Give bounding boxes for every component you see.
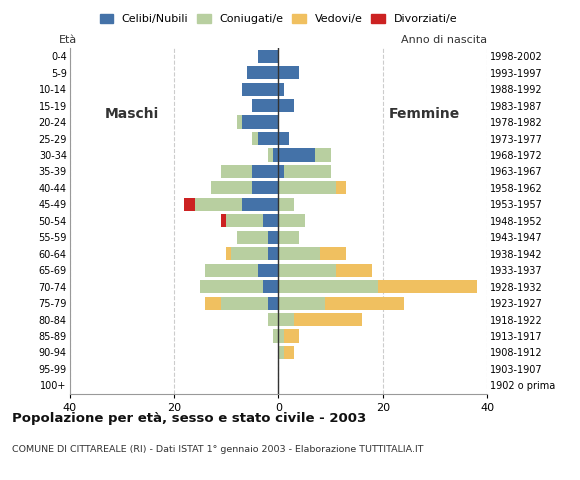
Bar (284, 165, 331, 178)
Text: Anno di nascita: Anno di nascita (401, 35, 487, 45)
Bar (237, 116, 242, 129)
Bar (278, 329, 284, 343)
Text: Età: Età (59, 35, 77, 45)
Bar (252, 99, 278, 112)
Bar (221, 165, 252, 178)
Bar (336, 264, 372, 277)
Text: Femmine: Femmine (389, 107, 460, 121)
Bar (273, 329, 278, 343)
Bar (278, 280, 378, 293)
Bar (378, 280, 477, 293)
Bar (268, 313, 278, 326)
Bar (325, 297, 404, 310)
Bar (237, 231, 268, 244)
Bar (315, 148, 331, 162)
Bar (278, 264, 336, 277)
Text: Popolazione per età, sesso e stato civile - 2003: Popolazione per età, sesso e stato civil… (12, 412, 366, 425)
Bar (278, 313, 294, 326)
Bar (294, 313, 362, 326)
Bar (268, 297, 278, 310)
Bar (263, 280, 278, 293)
Bar (184, 198, 195, 211)
Bar (278, 83, 284, 96)
Bar (242, 116, 278, 129)
Bar (242, 83, 278, 96)
Bar (278, 297, 325, 310)
Bar (221, 214, 226, 228)
Bar (226, 214, 263, 228)
Bar (226, 247, 231, 260)
Bar (284, 346, 294, 359)
Legend: Celibi/Nubili, Coniugati/e, Vedovi/e, Divorziati/e: Celibi/Nubili, Coniugati/e, Vedovi/e, Di… (100, 14, 457, 24)
Bar (200, 280, 263, 293)
Bar (336, 181, 346, 194)
Bar (258, 132, 278, 145)
Bar (263, 214, 278, 228)
Bar (278, 346, 284, 359)
Bar (278, 148, 315, 162)
Bar (278, 66, 299, 79)
Bar (278, 198, 294, 211)
Text: COMUNE DI CITTAREALE (RI) - Dati ISTAT 1° gennaio 2003 - Elaborazione TUTTITALIA: COMUNE DI CITTAREALE (RI) - Dati ISTAT 1… (12, 444, 423, 454)
Bar (252, 165, 278, 178)
Bar (320, 247, 346, 260)
Bar (278, 181, 336, 194)
Bar (252, 132, 258, 145)
Bar (252, 181, 278, 194)
Bar (258, 264, 278, 277)
Bar (278, 99, 294, 112)
Bar (211, 181, 252, 194)
Bar (268, 231, 278, 244)
Bar (242, 198, 278, 211)
Bar (278, 247, 320, 260)
Bar (205, 297, 221, 310)
Bar (195, 198, 242, 211)
Bar (278, 132, 289, 145)
Bar (231, 247, 268, 260)
Bar (284, 329, 299, 343)
Text: Maschi: Maschi (105, 107, 160, 121)
Bar (205, 264, 258, 277)
Bar (278, 231, 299, 244)
Bar (247, 66, 278, 79)
Bar (278, 165, 284, 178)
Bar (258, 49, 278, 63)
Bar (273, 148, 278, 162)
Bar (268, 247, 278, 260)
Bar (268, 148, 273, 162)
Bar (221, 297, 268, 310)
Bar (278, 214, 304, 228)
